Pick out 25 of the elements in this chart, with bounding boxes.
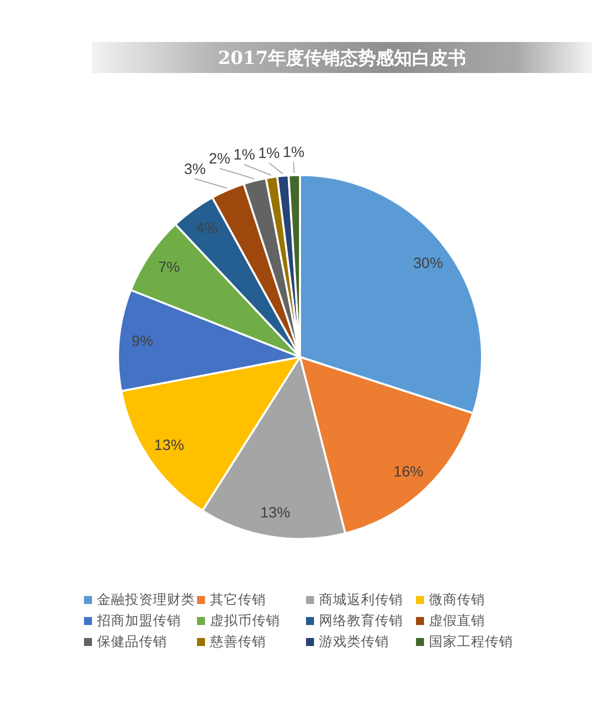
data-label: 16% (393, 464, 424, 481)
data-label: 7% (158, 259, 180, 276)
data-label: 13% (260, 504, 290, 522)
legend-label: 招商加盟传销 (97, 612, 181, 630)
data-label: 30% (413, 255, 444, 272)
legend-label: 虚拟币传销 (210, 612, 280, 630)
data-label: 9% (132, 333, 154, 350)
data-label: 1% (233, 146, 256, 164)
data-label: 2% (208, 150, 230, 168)
data-label: 3% (184, 160, 206, 178)
legend-label: 虚假直销 (429, 612, 485, 630)
legend-label: 保健品传销 (97, 633, 167, 651)
legend-label: 其它传销 (210, 591, 266, 609)
chart-title: 2017年度传销态势感知白皮书 (218, 46, 466, 70)
data-label: 1% (258, 145, 280, 162)
legend-label: 金融投资理财类 (97, 591, 195, 609)
data-label: 4% (196, 220, 218, 238)
data-label: 13% (154, 437, 184, 454)
legend-label: 商城返利传销 (319, 591, 403, 609)
legend-label: 慈善传销 (210, 633, 266, 651)
legend-label: 国家工程传销 (429, 633, 513, 651)
data-label: 1% (282, 144, 304, 162)
legend-label: 网络教育传销 (319, 612, 403, 630)
legend-label: 微商传销 (429, 591, 485, 609)
legend-label: 游戏类传销 (319, 633, 389, 651)
